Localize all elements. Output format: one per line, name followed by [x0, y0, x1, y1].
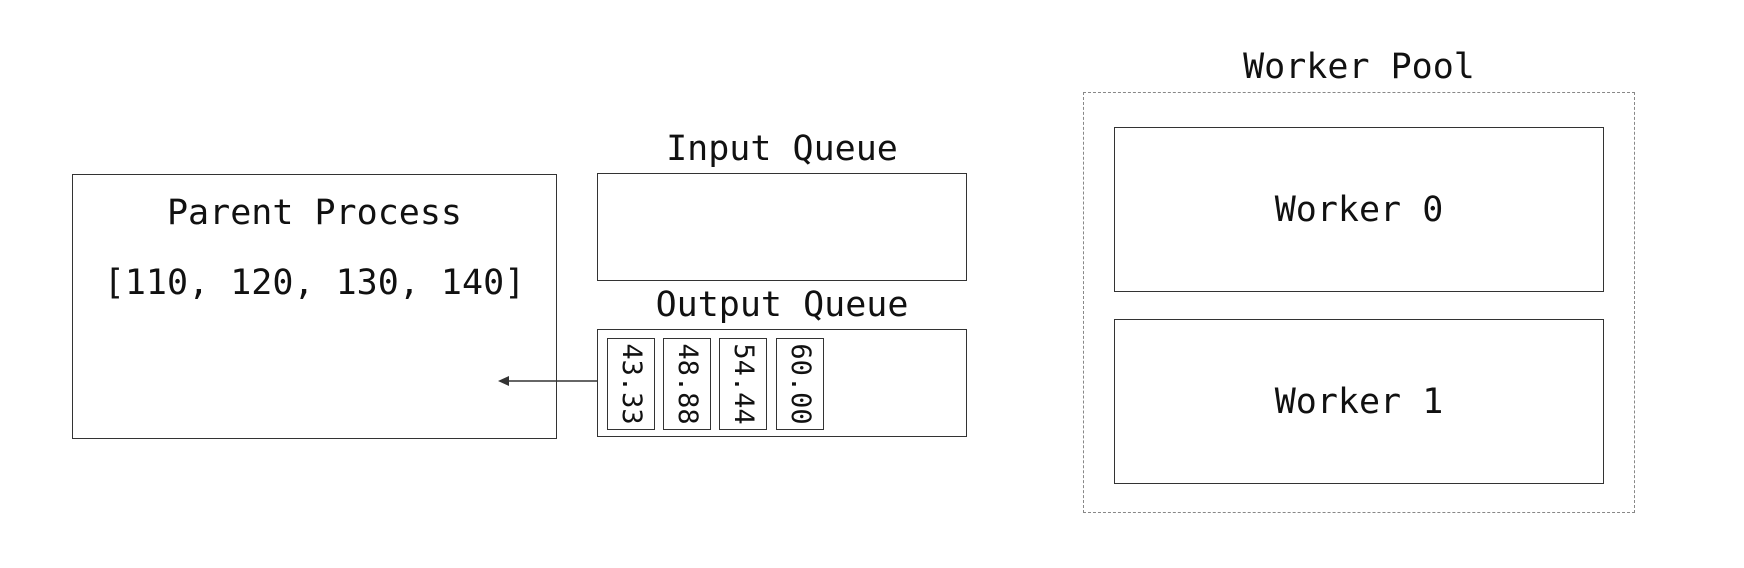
worker-0-box: Worker 0	[1114, 127, 1604, 292]
parent-process-box: Parent Process [110, 120, 130, 140]	[72, 174, 557, 439]
output-queue-item: 60.00	[776, 338, 824, 430]
output-queue-item-value: 43.33	[616, 343, 647, 425]
input-queue-box	[597, 173, 967, 281]
input-queue-title: Input Queue	[666, 129, 898, 169]
output-queue-title: Output Queue	[655, 285, 909, 325]
worker-1-box: Worker 1	[1114, 319, 1604, 484]
output-queue-item: 43.33	[607, 338, 655, 430]
output-queue-box: 43.33 48.88 54.44 60.00	[597, 329, 967, 437]
output-queue-item-value: 54.44	[728, 343, 759, 425]
parent-process-title: Parent Process	[166, 193, 462, 233]
worker-pool-box: Worker 0 Worker 1	[1083, 92, 1635, 513]
output-queue-item-value: 60.00	[785, 343, 816, 425]
worker-pool-title: Worker Pool	[1243, 47, 1475, 87]
output-queue-item: 54.44	[719, 338, 767, 430]
output-queue-item-value: 48.88	[672, 343, 703, 425]
output-queue-item: 48.88	[663, 338, 711, 430]
worker-1-label: Worker 1	[1274, 382, 1444, 422]
parent-process-list: [110, 120, 130, 140]	[103, 263, 526, 303]
worker-0-label: Worker 0	[1274, 190, 1444, 230]
